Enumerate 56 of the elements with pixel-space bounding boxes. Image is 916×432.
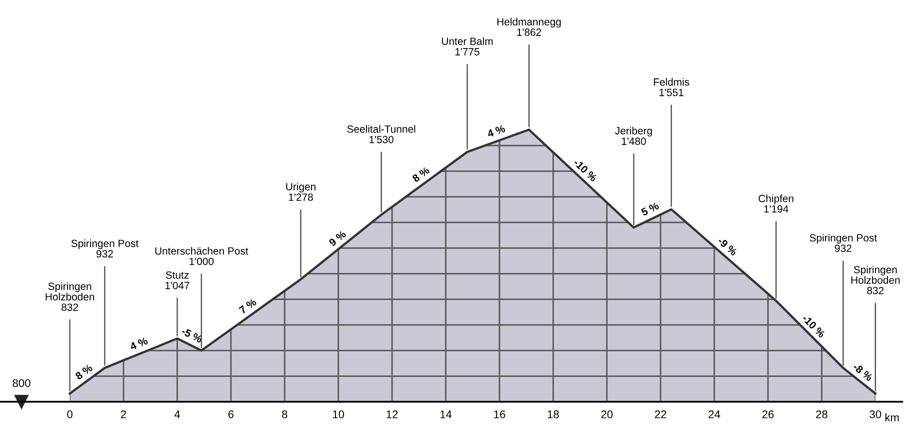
x-tick-label: 30 (870, 410, 882, 418)
annotation: Stutz (166, 271, 189, 279)
x-tick-label: 8 (282, 410, 288, 418)
data-label: 1'480 (622, 138, 646, 145)
text: Heldmannegg (497, 18, 561, 28)
data-label: 1'047 (165, 282, 190, 290)
annotation: 8 % (74, 364, 94, 380)
x-tick-label: 6 (228, 410, 234, 418)
annotation: Jeriberg (615, 126, 652, 137)
annotation: 5 % (640, 202, 660, 216)
annotation: Spiringen Post (810, 234, 877, 244)
annotation: Seelital-Tunnel (347, 125, 416, 133)
x-tick-label: 10 (333, 410, 344, 418)
x-tick-label: 4 (174, 410, 180, 418)
annotation: Unterschächen Post (155, 247, 248, 255)
data-label: 832 (867, 286, 884, 294)
data-label: 932 (834, 244, 852, 252)
annotation: 800 (12, 379, 30, 388)
data-label: 1'530 (370, 136, 394, 144)
data-label: 1'862 (517, 28, 542, 36)
annotation: Spiringen Holzboden (851, 266, 900, 284)
x-tick-label: 14 (440, 410, 452, 418)
x-tick-label: 22 (654, 410, 666, 418)
annotation: -9 % (717, 236, 738, 256)
x-tick-label: 24 (708, 410, 720, 418)
data-label: 1'775 (455, 48, 480, 56)
data-label: 1'194 (764, 205, 788, 213)
annotation: Spiringen Post (71, 239, 139, 250)
annotation: 8 % (412, 166, 430, 182)
annotation: 9 % (328, 230, 347, 247)
x-tick-label: 12 (386, 410, 398, 418)
annotation: Unter Balm (442, 37, 493, 45)
x-tick-label: 0 (67, 410, 72, 418)
annotation: Chipfen (758, 194, 794, 204)
x-tick-label: 28 (816, 410, 828, 418)
annotation: Spiringen Holzboden (46, 282, 94, 300)
x-tick-label: 20 (601, 410, 613, 418)
annotation: Urigen (286, 182, 316, 192)
data-label: 932 (96, 250, 113, 258)
annotation: 4 % (129, 336, 148, 350)
data-label: 1'278 (288, 193, 313, 201)
x-axis-title: km (885, 413, 899, 422)
annotation: Feldmis (654, 78, 690, 86)
annotation: 4 % (486, 124, 506, 138)
annotation: -5 % (181, 327, 203, 344)
x-tick-label: 16 (494, 410, 506, 418)
annotation: -8 % (852, 362, 874, 382)
data-label: 1'000 (190, 258, 214, 266)
annotation: 7 % (238, 298, 257, 314)
data-label: 832 (62, 304, 78, 311)
annotation: -10 % (802, 314, 826, 338)
x-tick-label: 18 (548, 410, 559, 418)
x-tick-label: 2 (120, 410, 126, 418)
data-label: 1'551 (660, 88, 684, 96)
annotation: -10 % (573, 158, 598, 182)
x-tick-label: 26 (762, 410, 774, 418)
